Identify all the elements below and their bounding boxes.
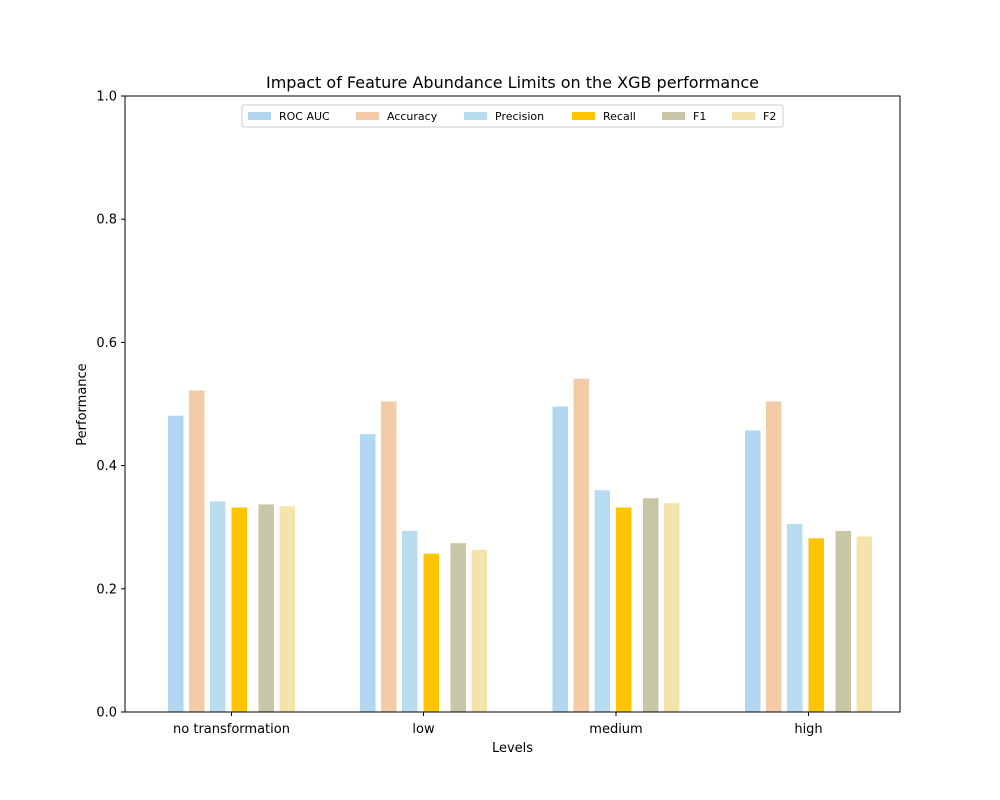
bar-recall-0: [231, 507, 247, 712]
legend: ROC AUC Accuracy Precision Recall F1 F2: [241, 104, 784, 128]
bar-f2-1: [471, 549, 487, 712]
legend-swatch-f2: [732, 112, 755, 120]
y-tick-label: 1.0: [96, 90, 117, 105]
x-tick-label: no transformation: [173, 722, 290, 737]
bar-accuracy-2: [573, 378, 589, 712]
y-axis-label: Performance: [75, 363, 90, 445]
x-axis: no transformation low medium high: [173, 712, 823, 737]
bar-precision-1: [402, 530, 418, 712]
legend-label-f1: F1: [693, 110, 706, 123]
bar-roc-auc-1: [360, 434, 376, 712]
bar-recall-2: [616, 507, 632, 712]
x-tick-label: high: [794, 722, 822, 737]
bar-recall-3: [808, 538, 824, 712]
plot-frame: [124, 95, 901, 713]
y-axis: 0.0 0.2 0.4 0.6 0.8 1.0: [96, 90, 125, 721]
legend-swatch-roc-auc: [248, 112, 271, 120]
bar-f1-3: [835, 530, 851, 712]
legend-swatch-f1: [662, 112, 685, 120]
chart-title: Impact of Feature Abundance Limits on th…: [266, 73, 759, 92]
bar-accuracy-0: [189, 390, 205, 712]
bar-accuracy-3: [766, 401, 782, 712]
bar-f1-1: [450, 543, 466, 712]
bar-f2-3: [856, 536, 872, 712]
bar-precision-3: [787, 524, 803, 712]
y-tick-label: 0.6: [96, 336, 117, 351]
bar-roc-auc-3: [745, 430, 761, 712]
plot-area: [124, 95, 901, 713]
legend-label-roc-auc: ROC AUC: [279, 110, 330, 123]
legend-label-precision: Precision: [495, 110, 544, 123]
legend-label-f2: F2: [763, 110, 776, 123]
legend-label-recall: Recall: [603, 110, 636, 123]
legend-box: [241, 104, 784, 128]
bar-f1-2: [643, 498, 659, 712]
legend-swatch-recall: [572, 112, 595, 120]
y-tick-label: 0.0: [96, 706, 117, 721]
bar-precision-2: [594, 490, 610, 712]
x-tick-label: low: [412, 722, 435, 737]
y-tick-label: 0.2: [96, 582, 117, 597]
x-axis-label: Levels: [492, 741, 533, 756]
legend-label-accuracy: Accuracy: [387, 110, 438, 123]
x-tick-label: medium: [589, 722, 642, 737]
bar-f2-2: [664, 503, 680, 712]
bar-precision-0: [210, 501, 226, 712]
bar-f1-0: [258, 504, 274, 712]
legend-swatch-accuracy: [356, 112, 379, 120]
y-tick-label: 0.4: [96, 459, 117, 474]
legend-swatch-precision: [464, 112, 487, 120]
bar-roc-auc-0: [168, 415, 184, 712]
bar-recall-1: [423, 553, 439, 712]
bar-roc-auc-2: [552, 406, 568, 712]
y-tick-label: 0.8: [96, 213, 117, 228]
bar-f2-0: [279, 506, 295, 712]
bar-accuracy-1: [381, 401, 397, 712]
